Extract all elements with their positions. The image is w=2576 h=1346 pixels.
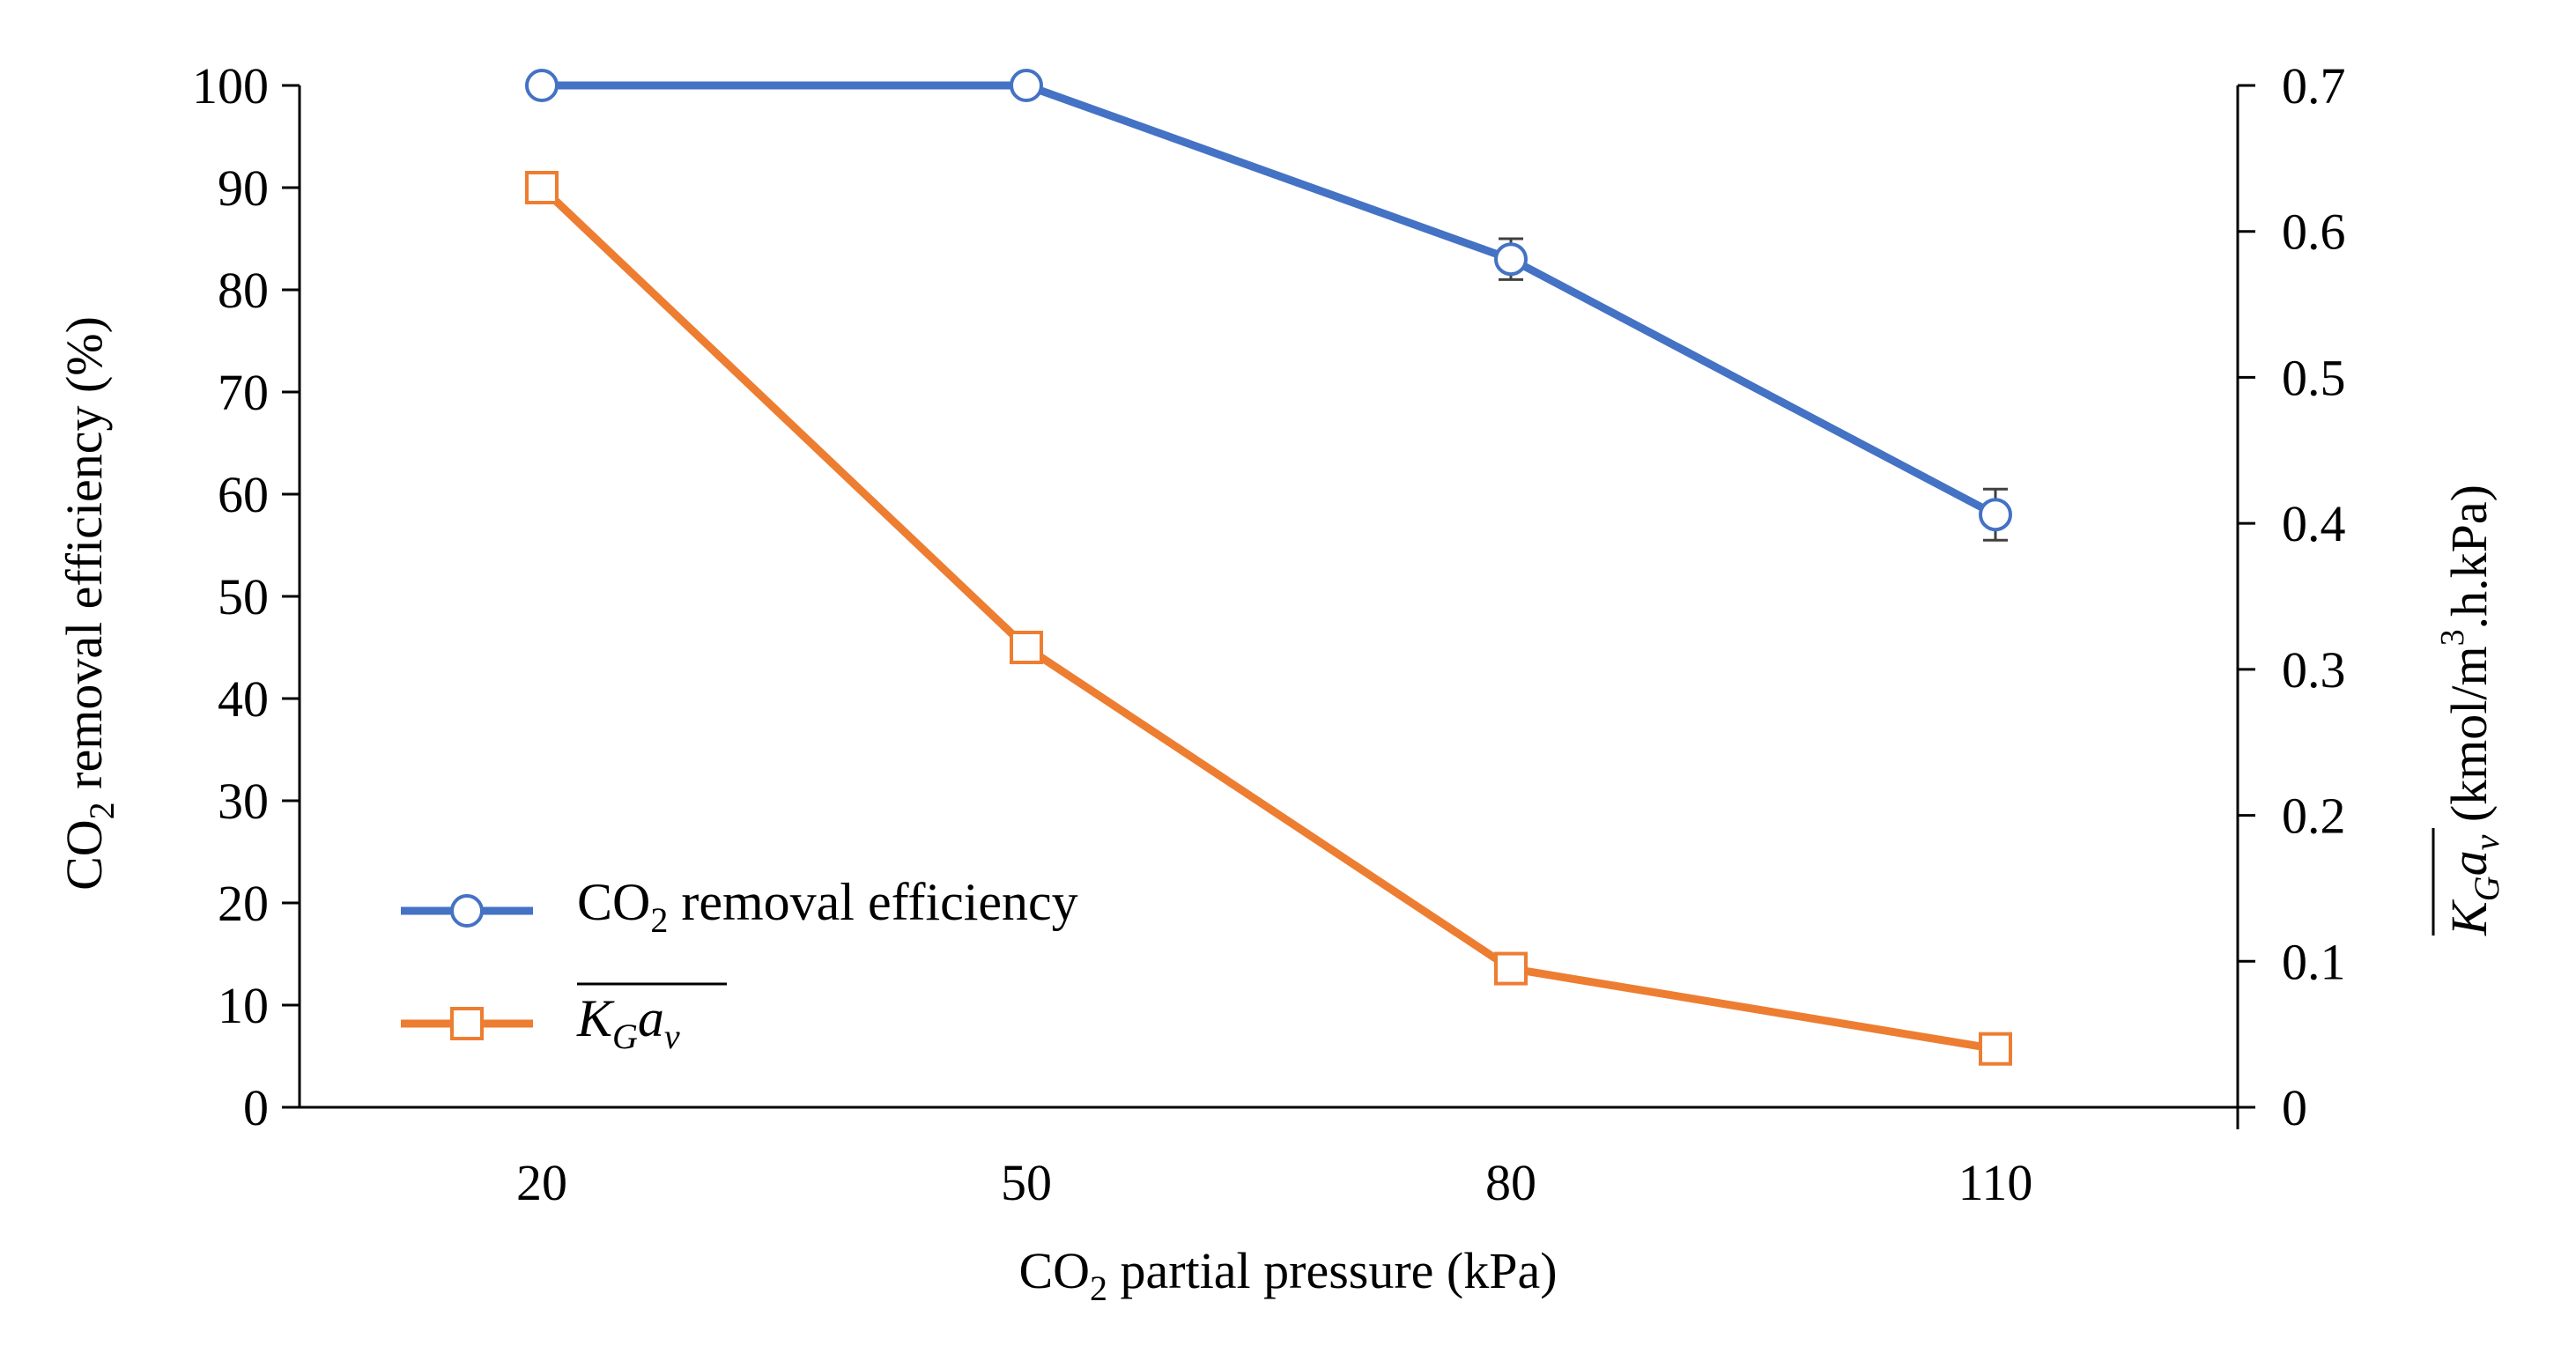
y-left-tick-label: 30 [218,773,269,830]
legend-marker-square [450,1007,484,1040]
x-tick-label: 80 [1485,1154,1536,1211]
legend-marker-circle [450,894,484,928]
y-left-tick-label: 20 [218,875,269,932]
y-axis-left-title: CO2 removal efficiency (%) [56,316,122,891]
y-left-tick-label: 90 [218,159,269,217]
y-right-tick-label: 0.3 [2282,641,2346,699]
data-point [1494,951,1528,986]
y-axis-right-title: KGav (kmol/m3.h.kPa) [2432,484,2506,936]
series-efficiency [525,69,2012,542]
legend-item-kgav: KGav [401,982,727,1056]
x-tick-label: 50 [1001,1154,1052,1211]
y-right-tick-label: 0.4 [2282,495,2346,552]
y-left-tick-label: 100 [192,57,269,115]
y-right-tick-label: 0.5 [2282,349,2346,406]
series-kgav [525,171,2012,1066]
legend-label-efficiency: CO2 removal efficiency [577,873,1078,940]
y-left-tick-label: 50 [218,568,269,625]
x-axis-title: CO2 partial pressure (kPa) [1018,1242,1557,1308]
data-point [1010,69,1043,102]
y-left-tick-label: 10 [218,977,269,1034]
legend: CO2 removal efficiency KGav [401,873,1078,1056]
y-left-tick-label: 70 [218,364,269,421]
data-point [1010,631,1043,664]
y-left-tick-label: 60 [218,466,269,523]
y-right-tick-label: 0 [2282,1079,2307,1136]
series-line [542,81,1998,519]
y-right-tick-label: 0.1 [2282,933,2346,990]
data-point [525,171,559,204]
axes: 0 10 20 30 40 50 60 70 80 90 100 0 0.1 0.2 0.3 0.4 0.5 0.… [192,57,2346,1211]
data-point [1979,1032,2012,1066]
data-point [525,69,559,102]
y-right-tick-label: 0.2 [2282,788,2346,845]
x-tick-label: 20 [516,1154,567,1211]
legend-label-kgav: KGav [576,989,680,1056]
y-left-tick-label: 80 [218,262,269,319]
series-layer [525,69,2012,1066]
legend-item-efficiency: CO2 removal efficiency [401,873,1078,940]
data-point [1979,498,2012,532]
y-right-tick-label: 0.7 [2282,57,2346,115]
svg-text:KGav (kmol/m3.h.kPa): KGav (kmol/m3.h.kPa) [2434,484,2506,936]
x-tick-label: 110 [1958,1154,2033,1211]
data-point [1494,242,1528,277]
y-left-tick-label: 0 [243,1079,269,1136]
y-right-tick-label: 0.6 [2282,203,2346,261]
series-line [538,184,1996,1054]
y-left-tick-label: 40 [218,670,269,728]
